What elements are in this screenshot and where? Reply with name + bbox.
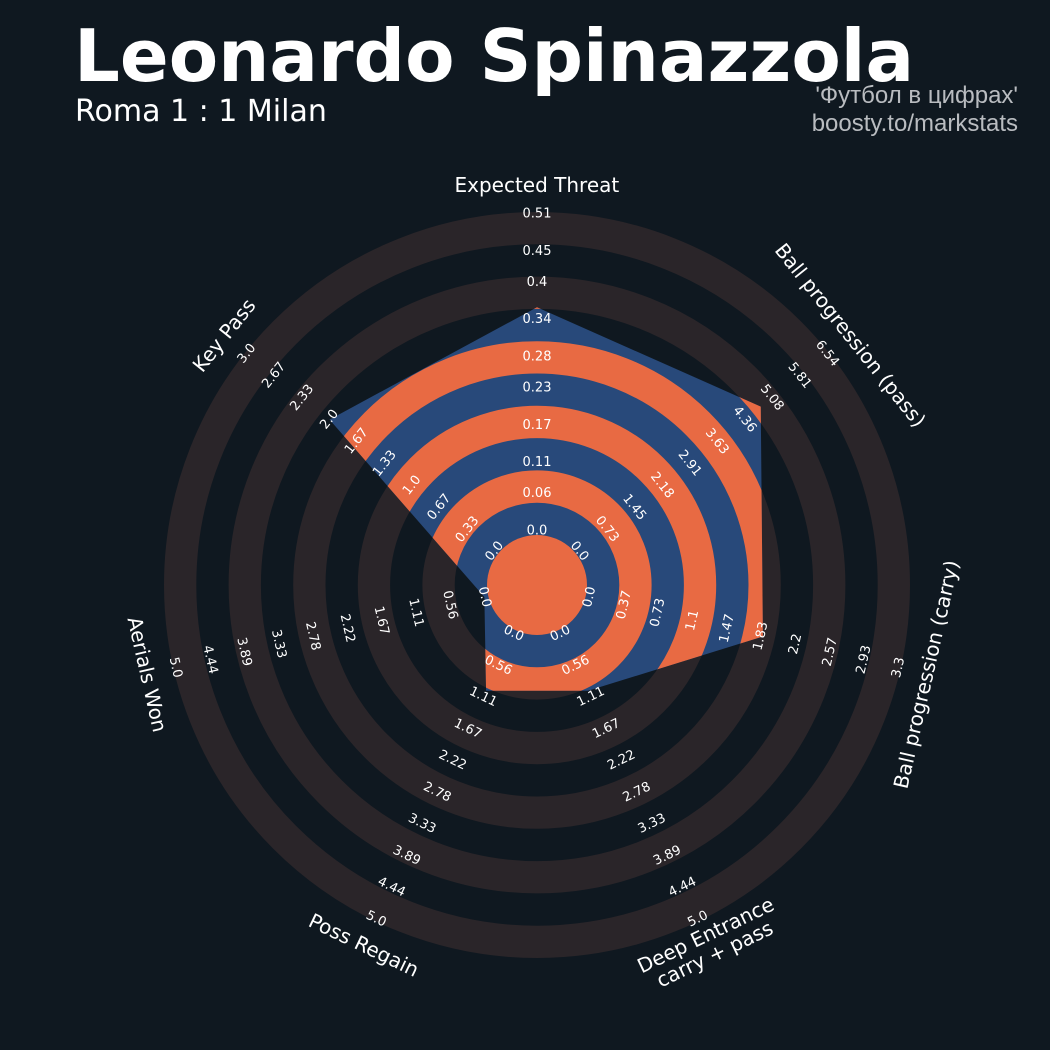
tick-label: 2.93 <box>854 644 875 676</box>
tick-label: 0.0 <box>580 585 599 609</box>
tick-label: 1.67 <box>371 605 392 637</box>
tick-label: 2.57 <box>820 636 841 668</box>
tick-label: 0.28 <box>523 349 552 364</box>
tick-label: 0.34 <box>523 312 552 327</box>
ring <box>487 535 587 635</box>
tick-label: 2.2 <box>786 632 805 656</box>
parameter-label: Expected Threat <box>454 172 620 197</box>
tick-label: 0.45 <box>523 244 552 259</box>
tick-label: 0.17 <box>523 418 552 433</box>
ring <box>228 276 846 894</box>
credit: boosty.to/markstats <box>811 110 1018 137</box>
tick-label: 5.0 <box>166 656 185 680</box>
tick-label: 3.3 <box>889 656 908 680</box>
tick-label: 2.78 <box>302 620 323 652</box>
tick-label: 0.0 <box>527 524 548 539</box>
tick-label: 0.56 <box>439 589 460 621</box>
tick-label: 2.22 <box>436 747 469 773</box>
tick-label: 1.83 <box>750 620 771 652</box>
tick-label: 1.11 <box>405 597 426 629</box>
tick-label: 0.73 <box>647 597 668 629</box>
tick-label: 4.44 <box>199 644 220 676</box>
tick-label: 1.47 <box>717 613 738 645</box>
chart-subtitle: Roma 1 : 1 Milan <box>75 94 327 129</box>
ring <box>163 211 911 959</box>
tick-label: 2.22 <box>605 747 638 773</box>
tick-label: 0.11 <box>523 455 552 470</box>
tick-label: 2.22 <box>337 613 358 645</box>
ring <box>329 341 763 691</box>
tick-label: 3.33 <box>268 628 289 660</box>
tick-label: 0.06 <box>523 486 552 501</box>
tick-label: 0.51 <box>523 207 552 222</box>
tick-label: 0.37 <box>614 589 635 621</box>
chart-title: Leonardo Spinazzola <box>74 14 915 98</box>
tick-label: 3.89 <box>233 636 254 668</box>
tick-label: 0.0 <box>475 585 494 609</box>
tick-label: 0.4 <box>527 275 548 290</box>
tick-label: 0.23 <box>523 381 552 396</box>
tick-label: 1.1 <box>683 609 702 633</box>
credit: 'Футбол в цифрах' <box>815 82 1018 109</box>
